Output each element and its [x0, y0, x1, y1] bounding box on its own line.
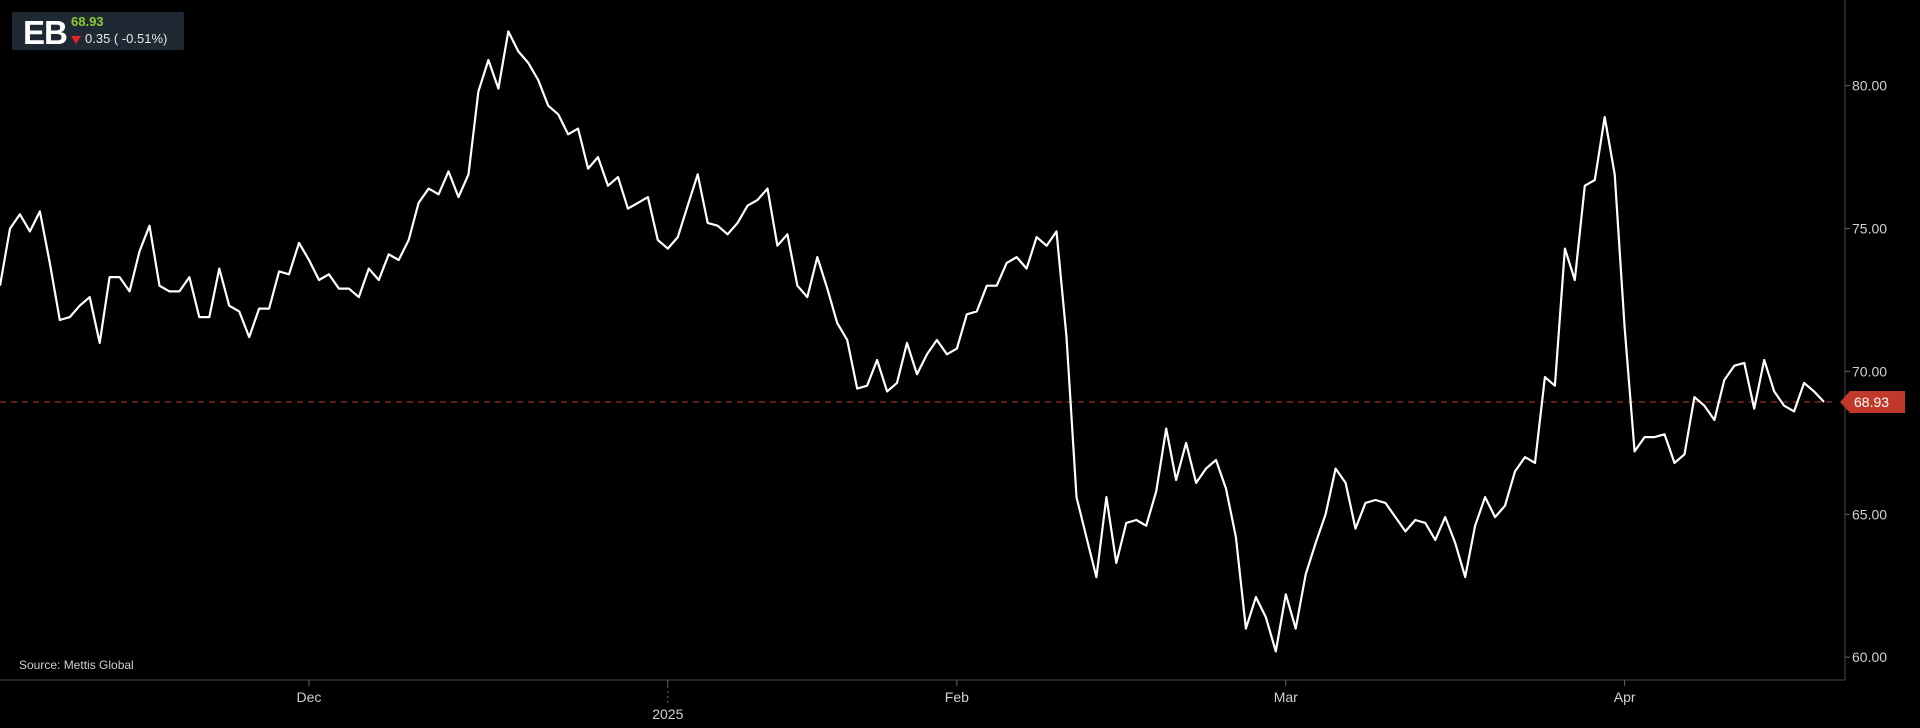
y-tick-label: 65.00	[1852, 506, 1887, 522]
ticker-price: 68.93	[71, 14, 104, 29]
x-year-label: 2025	[652, 706, 683, 722]
x-tick-label: Feb	[945, 689, 969, 705]
ticker-symbol: EB	[23, 14, 68, 51]
ticker-change: 0.35 ( -0.51%)	[71, 31, 167, 47]
x-axis: Dec2025FebMarAprMayJunJul	[297, 680, 1636, 722]
y-axis: 60.00 65.00 70.00 75.00 80.00	[1845, 78, 1887, 665]
last-price-marker: 68.93	[1840, 391, 1905, 413]
last-price-badge	[1840, 391, 1905, 413]
y-tick-label: 75.00	[1852, 221, 1887, 237]
source-label: Source: Mettis Global	[19, 658, 134, 672]
x-tick-label: Apr	[1614, 689, 1636, 705]
y-tick-label: 60.00	[1852, 649, 1887, 665]
x-tick-label: Dec	[297, 689, 322, 705]
ticker-panel: EB 68.93 0.35 ( -0.51%)	[12, 12, 184, 51]
y-tick-label: 80.00	[1852, 78, 1887, 94]
last-price-label: 68.93	[1854, 394, 1889, 410]
y-tick-label: 70.00	[1852, 363, 1887, 379]
price-series-line	[0, 30, 1825, 653]
down-arrow-icon	[71, 36, 81, 44]
ticker-change-value: 0.35 ( -0.51%)	[85, 31, 168, 46]
x-tick-label: Mar	[1274, 689, 1298, 705]
